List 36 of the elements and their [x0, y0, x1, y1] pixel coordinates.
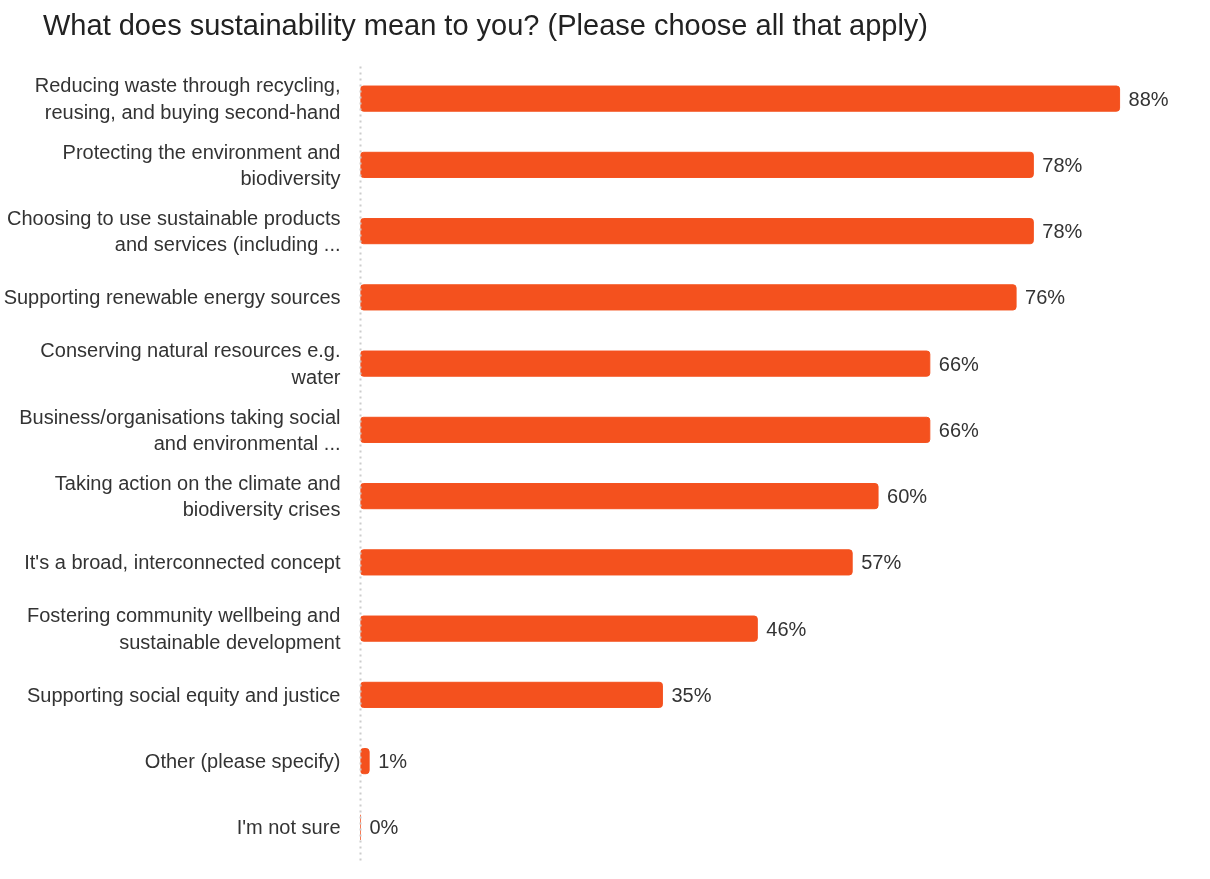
y-tick-label: Taking action on the climate and biodiversity crises: [54, 471, 341, 521]
data-label: 66%: [938, 418, 980, 441]
data-label: 1%: [378, 750, 408, 773]
y-tick-label: Protecting the environment and biodiversity: [62, 140, 341, 190]
bar: [360, 85, 1121, 112]
data-label: 60%: [887, 485, 928, 508]
bar: [360, 483, 879, 510]
bar: [360, 284, 1017, 311]
data-label: 78%: [1042, 220, 1083, 243]
y-tick-label: Business/organisations taking social and environmental ...: [19, 405, 341, 455]
bar: [360, 615, 758, 642]
bar: [360, 218, 1034, 245]
bar: [360, 416, 931, 443]
y-tick-label: Conserving natural resources e.g. water: [40, 339, 341, 388]
y-tick-label: Reducing waste through recycling, reusing, and buying second-hand: [34, 74, 341, 123]
y-tick-label: Fostering community wellbeing and sustainable development: [27, 604, 341, 653]
y-tick-label: I'm not sure: [236, 816, 341, 839]
y-tick-label: Supporting social equity and justice: [26, 683, 341, 706]
data-label: 35%: [671, 683, 712, 706]
data-label: 66%: [938, 352, 980, 375]
data-label: 46%: [766, 617, 807, 640]
y-tick-label: Choosing to use sustainable products and services (including ...: [6, 206, 341, 256]
data-label: 78%: [1042, 153, 1083, 176]
data-label: 88%: [1128, 87, 1169, 110]
bar: [360, 350, 931, 377]
bar: [360, 151, 1034, 178]
y-tick-label: It's a broad, interconnected concept: [24, 551, 341, 574]
y-tick-label: Other (please specify): [144, 750, 341, 773]
data-label: 0%: [369, 816, 399, 839]
chart-title: What does sustainability mean to you? (Please choose all that apply): [43, 8, 928, 43]
bar: [360, 748, 370, 775]
bar: [360, 681, 663, 708]
data-label: 57%: [861, 551, 902, 574]
bar: [360, 549, 853, 576]
y-tick-label: Supporting renewable energy sources: [3, 286, 341, 309]
data-label: 76%: [1025, 286, 1066, 309]
